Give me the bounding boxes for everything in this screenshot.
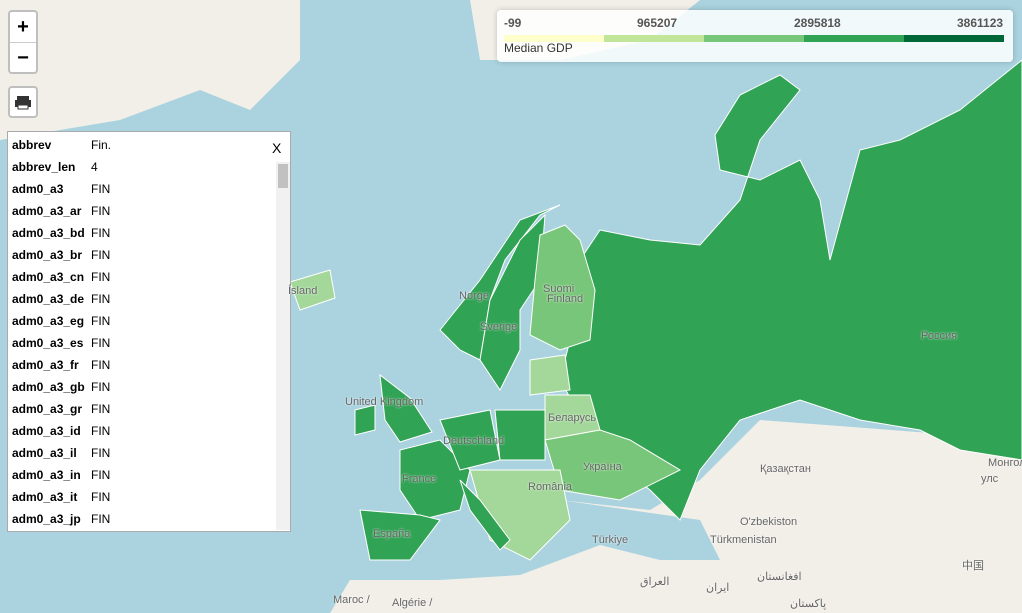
legend-swatch [804, 35, 904, 42]
row-value: FIN [91, 490, 111, 504]
place-label: پاکستان [790, 598, 827, 610]
row-value: FIN [91, 358, 111, 372]
place-label: Türkmenistan [710, 534, 777, 546]
place-label: România [528, 481, 573, 493]
place-label: Finland [547, 293, 584, 305]
row-key: adm0_a3_il [12, 446, 77, 460]
legend-swatch [604, 35, 704, 42]
legend-tick-label: 2895818 [794, 16, 841, 30]
legend-tick-label: 3861123 [957, 16, 1004, 30]
place-label: улс [981, 473, 999, 485]
print-button[interactable] [8, 86, 38, 118]
place-label: Монгол [988, 457, 1022, 469]
place-label: Россия [921, 330, 958, 342]
row-value: FIN [91, 446, 111, 460]
row-value: FIN [91, 226, 111, 240]
row-value: FIN [91, 292, 111, 306]
row-key: adm0_a3_gr [12, 402, 83, 416]
baltics [529, 354, 571, 396]
place-label: Беларусь [548, 412, 597, 424]
place-label: Deutschland [443, 435, 505, 447]
place-label: United Kingdom [345, 396, 424, 408]
row-key: adm0_a3_de [12, 292, 85, 306]
row-key: adm0_a3_es [12, 336, 84, 350]
row-value: Fin. [91, 138, 112, 152]
place-label: España [373, 528, 411, 540]
legend-swatch [504, 35, 604, 42]
scrollbar[interactable] [276, 162, 290, 530]
row-key: adm0_a3_ar [12, 204, 82, 218]
row-value: FIN [91, 380, 111, 394]
row-key: adm0_a3_it [12, 490, 78, 504]
place-label: O'zbekiston [740, 516, 798, 528]
place-label: Norge [459, 290, 489, 302]
place-label: ایران [706, 582, 730, 594]
place-label: Қазақстан [760, 463, 811, 475]
row-key: adm0_a3_br [12, 248, 83, 262]
place-label: العراق [640, 576, 670, 588]
close-button[interactable]: X [272, 140, 282, 156]
france [399, 439, 471, 521]
place-label: Sverige [480, 321, 518, 333]
row-value: 4 [91, 160, 98, 174]
row-value: FIN [91, 314, 111, 328]
spain [359, 509, 441, 561]
row-key: adm0_a3_jp [12, 512, 81, 526]
row-key: adm0_a3_bd [12, 226, 85, 240]
row-key: adm0_a3_id [12, 424, 81, 438]
row-key: abbrev [12, 138, 52, 152]
sweden [479, 213, 546, 391]
place-label: 中国 [962, 560, 984, 572]
place-label: Maroc / [333, 594, 370, 606]
place-label: France [402, 473, 437, 485]
place-label: Algérie / [392, 597, 433, 609]
legend-swatch [904, 35, 1004, 42]
row-value: FIN [91, 512, 111, 526]
row-value: FIN [91, 204, 111, 218]
row-key: adm0_a3_gb [12, 380, 85, 394]
legend-swatch [704, 35, 804, 42]
row-key: abbrev_len [12, 160, 76, 174]
zoom-out[interactable]: − [17, 47, 29, 69]
print-icon [15, 96, 31, 110]
row-key: adm0_a3_in [12, 468, 81, 482]
legend-title: Median GDP [504, 41, 573, 55]
row-value: FIN [91, 424, 111, 438]
finland [529, 224, 596, 351]
place-label: افغانستان [757, 571, 802, 583]
row-value: FIN [91, 402, 111, 416]
row-key: adm0_a3_cn [12, 270, 85, 284]
italy [459, 479, 511, 551]
row-key: adm0_a3_fr [12, 358, 79, 372]
popup: X abbrev Fin. abbrev_len 4 adm0_a3 FIN adm0_a3… [7, 131, 291, 532]
legend-tick-label: 965207 [637, 16, 678, 30]
row-value: FIN [91, 182, 111, 196]
place-label: Україна [583, 461, 622, 473]
row-value: FIN [91, 248, 111, 262]
place-label: Suomi [543, 283, 575, 295]
row-value: FIN [91, 336, 111, 350]
place-label: Türkiye [592, 534, 629, 546]
zoom-in[interactable]: + [10, 12, 36, 43]
row-value: FIN [91, 468, 111, 482]
poland [494, 409, 546, 461]
uk [379, 373, 433, 443]
row-value: FIN [91, 270, 111, 284]
legend: Median GDP -99 965207 2895818 3861123 [497, 10, 1013, 62]
ireland [354, 404, 376, 436]
row-key: adm0_a3_eg [12, 314, 85, 328]
place-label: Ísland [288, 285, 318, 297]
row-key: adm0_a3 [12, 182, 64, 196]
zoom-control: + − [8, 10, 38, 74]
legend-tick-label: -99 [504, 16, 522, 30]
iceland [289, 269, 336, 311]
greenland [0, 0, 300, 140]
